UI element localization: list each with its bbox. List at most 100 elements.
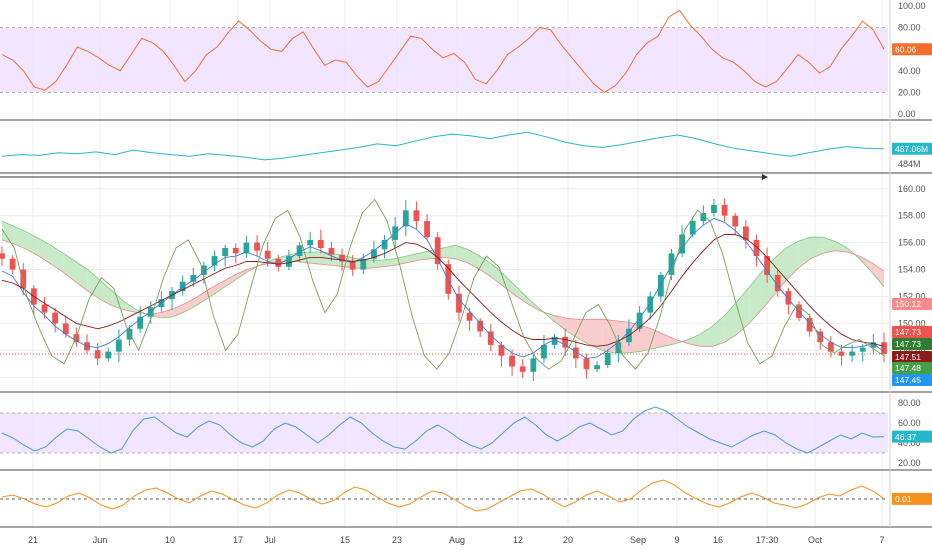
candle-body [62, 323, 69, 335]
candle-body [785, 291, 792, 305]
ichimoku-cloud-segment [810, 237, 823, 259]
candle-body [519, 366, 526, 372]
price-value-label: 150.12 [895, 299, 921, 309]
candle-body [243, 242, 250, 254]
candle-body [679, 234, 685, 254]
x-tick-label: Oct [808, 535, 823, 545]
rsi-tick-label: 20.00 [898, 87, 921, 97]
ichimoku-cloud-segment [479, 256, 492, 278]
candle-body [190, 274, 197, 282]
candle-body [774, 274, 781, 292]
ichimoku-cloud-segment [308, 252, 321, 265]
candle-body [137, 316, 144, 329]
candle-body [286, 256, 292, 267]
candle-body [487, 331, 494, 345]
rsi-line [1, 9, 885, 94]
x-tick-label: 15 [340, 535, 350, 545]
volume-last-value-bg [892, 142, 932, 155]
ichimoku-cloud-segment [577, 319, 590, 345]
candle-body [254, 242, 260, 251]
x-tick-label: Sep [630, 535, 646, 545]
x-tick-label: 17:30 [756, 535, 779, 545]
price-tick-label: 150.00 [898, 318, 926, 328]
ichimoku-cloud-segment [737, 287, 750, 335]
ichimoku-cloud-segment [455, 245, 468, 263]
ichimoku-cloud-segment [516, 287, 529, 305]
candle-body [211, 256, 218, 266]
candle-body [466, 312, 473, 321]
rsi-tick-label: 40.00 [898, 66, 921, 76]
candle-body [615, 342, 622, 353]
ichimoku-cloud-segment [859, 256, 872, 273]
candle-body [551, 336, 558, 345]
ichimoku-cloud-segment [749, 272, 762, 324]
x-tick-label: 7 [879, 535, 884, 545]
candle-body [126, 328, 133, 340]
volume-line [1, 131, 885, 161]
volume-last-value: 487.06M [895, 144, 928, 154]
rsi2-tick-label: 60.00 [898, 418, 921, 428]
candle-body [456, 293, 462, 313]
price-value-label-bg [892, 351, 932, 363]
candle-body [201, 265, 207, 275]
ichimoku-cloud-segment [443, 245, 456, 259]
ichimoku-cloud-segment [639, 324, 652, 352]
ichimoku-cloud-segment [712, 315, 725, 347]
price-value-label: 147.51 [895, 352, 921, 362]
ichimoku-cloud-segment [871, 262, 884, 287]
ichimoku-cloud-segment [26, 231, 39, 257]
rsi-tick-label: 80.00 [898, 23, 921, 33]
candle-body [20, 269, 27, 289]
candle-body [349, 261, 356, 270]
ichimoku-cloud-segment [504, 274, 517, 297]
candle-body [817, 331, 824, 343]
candle-body [73, 334, 80, 343]
candle-body [307, 239, 314, 246]
candle-body [647, 296, 654, 313]
price-tick-label: 148.00 [898, 345, 926, 355]
candle-body [413, 210, 420, 222]
ichimoku-cloud-segment [63, 253, 76, 282]
ichimoku-cloud-segment [798, 237, 811, 269]
ichimoku-cloud-segment [222, 274, 235, 289]
candle-body [445, 264, 452, 294]
ichimoku-cloud-segment [369, 260, 382, 269]
ichimoku-cloud-segment [835, 241, 848, 252]
ichimoku-cloud-segment [173, 303, 186, 317]
candle-body [179, 281, 186, 292]
candle-body [275, 258, 282, 267]
ichimoku-cloud-segment [2, 221, 15, 244]
rsi2-last-value: 46.37 [895, 432, 917, 442]
price-tick-label: 156.00 [898, 238, 926, 248]
rsi-band [0, 27, 888, 93]
price-line-lagging [1, 198, 885, 370]
x-tick-label: 21 [28, 535, 38, 545]
rsi2-last-value-bg [892, 430, 932, 443]
candle-body [700, 213, 707, 222]
ichimoku-cloud-segment [112, 291, 125, 310]
ichimoku-cloud-segment [210, 281, 223, 297]
ichimoku-cloud-segment [688, 334, 701, 347]
candle-body [541, 344, 547, 359]
candle-body [105, 351, 112, 359]
ichimoku-cloud-segment [14, 226, 27, 250]
ichimoku-cloud-segment [663, 334, 676, 347]
price-value-label: 147.73 [895, 339, 921, 349]
rsi2-tick-label: 80.00 [898, 398, 921, 408]
ichimoku-cloud-segment [185, 296, 198, 312]
candle-body [328, 248, 335, 255]
momentum-last-value: 0.01 [895, 494, 912, 504]
ichimoku-cloud-segment [786, 241, 799, 281]
candle-body [838, 351, 845, 356]
candle-body [732, 215, 739, 227]
candle-body [371, 249, 377, 259]
ichimoku-cloud-segment [590, 319, 603, 351]
x-tick-label: 12 [513, 535, 523, 545]
ichimoku-cloud-segment [100, 280, 113, 306]
candle-body [742, 226, 749, 240]
price-value-label: 147.45 [895, 375, 921, 385]
ichimoku-cloud-segment [492, 264, 505, 287]
candle-body [870, 342, 877, 348]
ichimoku-cloud-segment [161, 308, 174, 318]
